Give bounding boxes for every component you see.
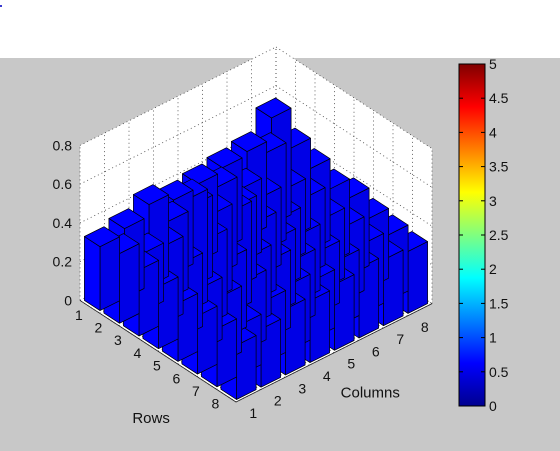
z-tick-label: 0.4: [53, 215, 73, 231]
colorbar-tick-label: 4: [489, 124, 497, 140]
colorbar-tick-label: 4.5: [489, 90, 509, 106]
colorbar-tick-label: 5: [489, 56, 497, 72]
row-tick-label: 3: [114, 332, 122, 348]
colorbar-tick-label: 3: [489, 193, 497, 209]
column-tick-label: 5: [347, 356, 355, 372]
axis-edge: [235, 303, 433, 403]
rows-axis-label: Rows: [132, 410, 170, 427]
grid-line-left-wall-h: [79, 124, 277, 224]
bars: [84, 97, 428, 400]
row-tick-label: 6: [172, 370, 180, 386]
z-tick-label: 0: [64, 292, 72, 308]
bar-face-top: [182, 163, 218, 185]
colorbar-tick-label: 0.5: [489, 364, 509, 380]
grid-line-left-wall-h: [79, 46, 277, 146]
column-tick-label: 7: [396, 331, 404, 347]
row-tick-label: 4: [133, 345, 141, 361]
row-tick-label: 8: [211, 396, 219, 412]
column-tick-label: 1: [249, 405, 257, 421]
colorbar-scale: [458, 63, 486, 407]
z-tick-label: 0.8: [53, 137, 73, 153]
column-tick-label: 6: [372, 343, 380, 359]
colorbar-tick-label: 2: [489, 261, 497, 277]
corner-dot: [0, 5, 2, 7]
bar-face-side: [84, 236, 101, 311]
axis-edge: [79, 300, 237, 403]
column-tick-label: 8: [421, 319, 429, 335]
bar-face-top: [108, 208, 145, 229]
colorbar-tick-label: 1: [489, 330, 497, 346]
bar-face-top: [133, 184, 169, 205]
bar-face-front: [119, 243, 140, 324]
bar-row1-col1: [84, 226, 120, 311]
row-tick-label: 2: [94, 319, 102, 335]
grid-line-left-wall-h: [79, 85, 277, 185]
colorbar-tick-label: 3.5: [489, 159, 509, 175]
row-tick-label: 1: [75, 307, 83, 323]
bar-face-front: [99, 236, 120, 311]
row-tick-label: 7: [192, 383, 200, 399]
bar-face-top: [255, 97, 292, 119]
bar-face-top: [84, 226, 120, 248]
column-tick-label: 4: [323, 368, 331, 384]
z-tick-label: 0.6: [53, 176, 73, 192]
columns-axis-label: Columns: [341, 385, 400, 402]
colorbar: 0 0.5 1 1.5 2 2.5 3 3.5 4 4.5 5: [458, 56, 509, 414]
column-tick-label: 2: [274, 393, 282, 409]
axis-labels: Rows Columns: [132, 385, 400, 427]
bar-face-top: [231, 131, 267, 152]
column-tick-label: 3: [298, 380, 306, 396]
colorbar-tick-label: 1.5: [489, 295, 509, 311]
bar-face-front: [407, 241, 428, 314]
colorbar-tick-label: 2.5: [489, 227, 509, 243]
colorbar-tick-label: 0: [489, 398, 497, 414]
z-tick-label: 0.2: [53, 254, 73, 270]
bar-face-top: [206, 147, 243, 169]
row-tick-label: 5: [153, 358, 161, 374]
